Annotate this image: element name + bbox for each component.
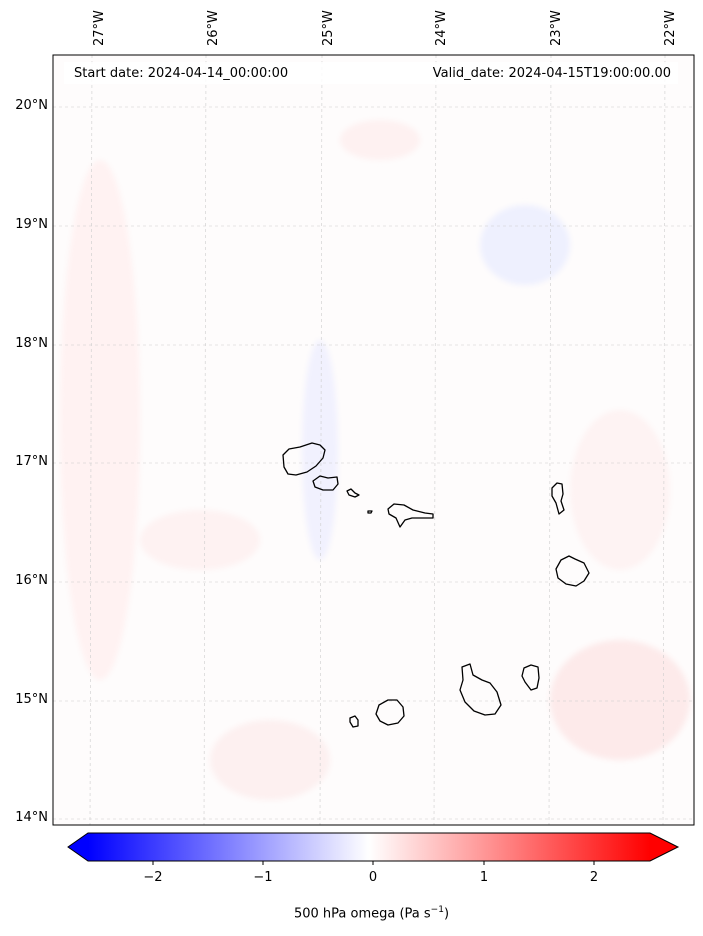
lat-label-17n: 17°N: [15, 454, 48, 469]
omega-field: [53, 55, 694, 825]
colorbar-tick-neg1: −1: [253, 870, 273, 885]
lat-label-19n: 19°N: [15, 217, 48, 232]
colorbar-label-prefix: 500 hPa omega (Pa s: [293, 906, 431, 922]
lat-label-20n: 20°N: [15, 98, 48, 113]
lon-label-22w: 22°W: [663, 10, 678, 46]
start-date-label: Start date: 2024-04-14_00:00:00: [74, 66, 289, 81]
colorbar-tick-2: 2: [589, 870, 599, 885]
island-branco-raso: [367, 510, 373, 514]
map-frame: [52, 54, 695, 826]
lon-label-23w: 23°W: [549, 10, 564, 46]
island-santa-luzia: [346, 488, 360, 498]
colorbar-min-extend: [68, 833, 88, 861]
lat-label-14n: 14°N: [15, 810, 48, 825]
island-boa-vista: [555, 555, 590, 587]
colorbar-label: 500 hPa omega (Pa s−1): [0, 905, 703, 921]
lat-label-15n: 15°N: [15, 692, 48, 707]
island-maio: [521, 664, 540, 691]
map-gridlines: [53, 54, 694, 826]
island-fogo: [375, 699, 405, 726]
colorbar-label-exponent: −1: [430, 905, 444, 915]
lon-label-26w: 26°W: [206, 10, 221, 46]
colorbar-max-extend: [650, 833, 678, 861]
lon-label-25w: 25°W: [321, 10, 336, 46]
colorbar: [67, 832, 680, 865]
colorbar-tick-0: 0: [368, 870, 378, 885]
colorbar-tick-neg2: −2: [143, 870, 163, 885]
island-sao-nicolau: [387, 503, 434, 528]
colorbar-tick-1: 1: [479, 870, 489, 885]
info-box: [64, 62, 678, 84]
lon-label-27w: 27°W: [92, 10, 107, 46]
island-santo-antao: [282, 442, 326, 476]
island-brava: [349, 715, 359, 728]
lon-label-24w: 24°W: [434, 10, 449, 46]
island-sal: [551, 482, 565, 515]
island-sao-vicente: [312, 475, 339, 491]
colorbar-label-suffix: ): [443, 906, 450, 922]
island-santiago: [459, 663, 502, 716]
lat-label-18n: 18°N: [15, 336, 48, 351]
valid-date-label: Valid_date: 2024-04-15T19:00:00.00: [432, 66, 671, 81]
lat-label-16n: 16°N: [15, 573, 48, 588]
